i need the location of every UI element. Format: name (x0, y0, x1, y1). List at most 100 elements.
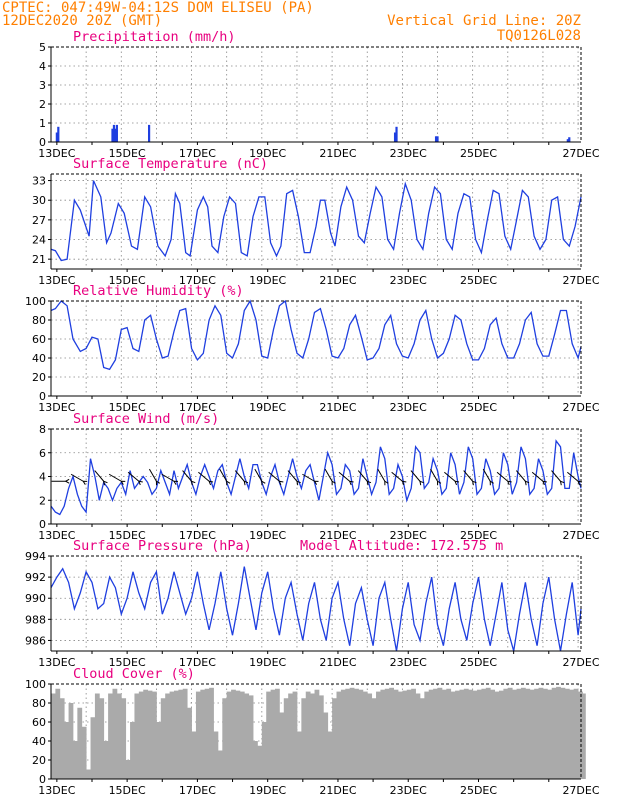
y-tick-label: 21 (32, 253, 46, 266)
y-tick-label: 27 (32, 214, 46, 227)
y-tick-label: 0 (39, 136, 46, 149)
cloud-bar (204, 688, 210, 779)
cloud-bar (560, 687, 566, 779)
y-tick-label: 60 (32, 333, 46, 346)
wind-arrow (463, 470, 477, 486)
x-tick-label: 25DEC (460, 656, 497, 669)
cloud-bar (415, 693, 421, 779)
cloud-bar (59, 698, 65, 779)
wind-arrow (496, 471, 512, 486)
y-tick-label: 24 (32, 234, 46, 247)
cloud-bar (525, 688, 531, 779)
y-tick-label: 30 (32, 194, 46, 207)
precip-bar (393, 132, 397, 142)
cloud-bar (468, 689, 474, 779)
x-tick-label: 15DEC (109, 274, 146, 287)
cloud-title: Cloud Cover (%) (73, 666, 195, 682)
x-tick-label: 13DEC (38, 401, 75, 414)
wind-arrow (531, 471, 547, 486)
cloud-bar (279, 712, 285, 779)
cloud-bar (178, 689, 184, 779)
cloud-bar (463, 688, 469, 779)
y-tick-label: 2 (39, 494, 46, 507)
x-tick-label: 19DEC (249, 656, 286, 669)
cloud-bar (191, 731, 197, 779)
cloud-bar (564, 688, 570, 779)
cloud-bar (173, 690, 179, 779)
y-tick-label: 40 (32, 735, 46, 748)
y-tick-label: 0 (39, 773, 46, 786)
temperature-title: Surface Temperature (nC) (73, 156, 268, 172)
cloud-bar (380, 689, 386, 779)
wind-arrow (444, 471, 460, 486)
cloud-bar (455, 690, 460, 779)
x-tick-label: 17DEC (179, 274, 216, 287)
x-tick-label: 19DEC (249, 784, 286, 797)
wind-arrow (391, 471, 407, 486)
wind-arrow (302, 473, 319, 485)
cloud-bar (165, 693, 170, 779)
header-date: 12DEC2020 20Z (GMT) (2, 13, 162, 29)
cloud-bar (296, 731, 302, 779)
cloud-bar (393, 689, 399, 779)
cloud-bar (239, 691, 245, 779)
cloud-bar (459, 689, 465, 779)
x-tick-label: 15DEC (109, 784, 146, 797)
x-tick-label: 27DEC (562, 784, 599, 797)
x-tick-label: 17DEC (179, 784, 216, 797)
header-gridline-note: Vertical Grid Line: 20Z (387, 13, 581, 29)
cloud-bar (143, 689, 149, 779)
cloud-bar (406, 689, 412, 779)
wind-arrow (70, 473, 88, 485)
cloud-bar (472, 690, 478, 779)
precip-bar (55, 132, 58, 142)
x-tick-label: 19DEC (249, 274, 286, 287)
cloud-bar (160, 698, 166, 779)
wind-arrow (108, 473, 126, 485)
cloud-bar (542, 688, 548, 779)
cloud-bar (358, 689, 364, 779)
x-tick-label: 27DEC (562, 401, 599, 414)
precip-title: Precipitation (mm/h) (73, 29, 236, 45)
cloud-bar (340, 689, 346, 779)
cloud-bar (108, 693, 113, 779)
y-tick-label: 80 (32, 697, 46, 710)
cloud-bar (367, 693, 373, 779)
temperature-series-line (50, 180, 582, 262)
x-tick-label: 21DEC (319, 147, 356, 160)
cloud-bar (520, 687, 526, 779)
x-tick-label: 27DEC (562, 529, 599, 542)
cloud-bar (257, 745, 263, 779)
cloud-bar (121, 698, 127, 779)
cloud-bar (538, 687, 544, 779)
cloud-bar (441, 689, 447, 779)
cloud-bar (547, 689, 553, 779)
cloud-bar (94, 693, 100, 779)
cloud-bar (209, 687, 214, 779)
wind-arrow (254, 468, 266, 486)
y-tick-label: 990 (25, 592, 46, 605)
wind-series-line (50, 439, 582, 516)
cloud-bar (99, 698, 105, 779)
cloud-bar (125, 760, 131, 779)
cloud-bar (362, 691, 368, 779)
x-tick-label: 17DEC (179, 401, 216, 414)
x-tick-label: 13DEC (38, 529, 75, 542)
cloud-bar (77, 707, 83, 779)
wind-arrow (198, 471, 214, 486)
y-tick-label: 4 (39, 471, 46, 484)
cloud-bar (266, 691, 272, 779)
cloud-bar (389, 687, 394, 779)
cloud-bar (376, 691, 381, 779)
cloud-bar (134, 693, 140, 779)
cloud-bar (86, 769, 91, 779)
precip-bar (115, 124, 118, 142)
pressure-panel: 986 988 990 992 994 13DEC 15DEC 17DEC 19DEC 21DEC… (25, 538, 600, 669)
cloud-bar (402, 690, 408, 779)
pressure-title: Surface Pressure (hPa) (73, 538, 252, 554)
cloud-panel: 0 20 40 60 80 100 13DEC 15DEC 17DEC 19DEC 21DEC 23D… (25, 666, 600, 797)
cloud-bar (288, 693, 293, 779)
x-tick-label: 17DEC (179, 147, 216, 160)
precip-bar (111, 128, 114, 142)
cloud-bar (507, 687, 513, 779)
